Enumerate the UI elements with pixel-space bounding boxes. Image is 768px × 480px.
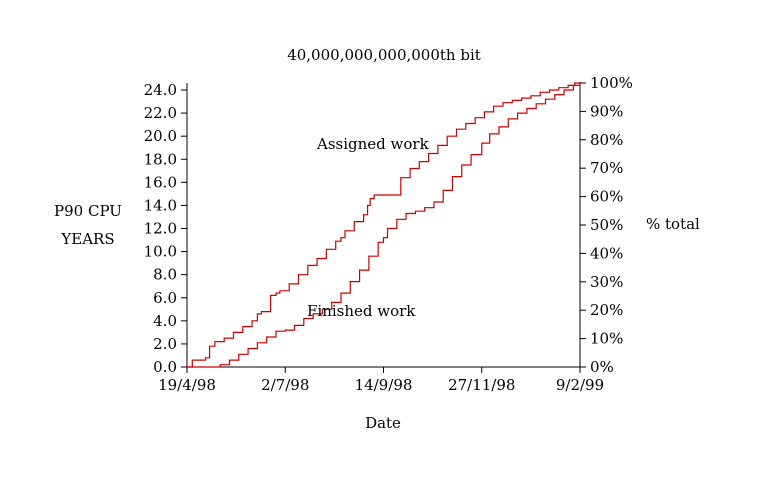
y2-axis-ticks: 0% 10% 20% 30% 40% 50% 60% 70% 80% 90% 100% <box>580 74 633 376</box>
y-tick-label: 12.0 <box>144 220 177 238</box>
x-tick-label: 19/4/98 <box>158 376 216 394</box>
y2-tick-label: 10% <box>590 330 623 348</box>
y2-tick-label: 80% <box>590 131 623 149</box>
y2-tick-label: 30% <box>590 273 623 291</box>
x-tick-label: 14/9/98 <box>355 376 413 394</box>
y2-tick-label: 100% <box>590 74 633 92</box>
y2-tick-label: 90% <box>590 102 623 120</box>
y-tick-label: 4.0 <box>153 312 177 330</box>
y2-tick-label: 70% <box>590 159 623 177</box>
y-tick-label: 6.0 <box>153 289 177 307</box>
y-tick-label: 16.0 <box>144 173 177 191</box>
data-series <box>187 81 581 368</box>
y-tick-label: 20.0 <box>144 127 177 145</box>
series-line-assigned-work <box>187 81 581 368</box>
y-tick-label: 18.0 <box>144 150 177 168</box>
chart-title: 40,000,000,000,000th bit <box>287 46 481 64</box>
x-tick-label: 27/11/98 <box>448 376 515 394</box>
y2-tick-label: 40% <box>590 244 623 262</box>
y2-tick-label: 20% <box>590 301 623 319</box>
x-axis-label: Date <box>365 414 401 432</box>
annotation-finished-work: Finished work <box>307 302 416 320</box>
y-tick-label: 22.0 <box>144 104 177 122</box>
y2-tick-label: 50% <box>590 216 623 234</box>
series-line-finished-work <box>187 81 581 368</box>
y-axis-label-line2: YEARS <box>60 230 114 248</box>
annotation-assigned-work: Assigned work <box>316 135 430 153</box>
y2-axis-label: % total <box>646 215 700 233</box>
y2-tick-label: 60% <box>590 188 623 206</box>
y-tick-label: 10.0 <box>144 243 177 261</box>
x-tick-label: 2/7/98 <box>261 376 309 394</box>
y-axis-ticks: 0.0 2.0 4.0 6.0 8.0 10.0 12.0 14.0 16.0 18.0 20.0 2… <box>144 81 187 376</box>
y-tick-label: 0.0 <box>153 358 177 376</box>
y-tick-label: 14.0 <box>144 196 177 214</box>
x-axis-ticks: 19/4/98 2/7/98 14/9/98 27/11/98 9/2/99 <box>158 367 604 394</box>
y-tick-label: 24.0 <box>144 81 177 99</box>
y-axis-label-line1: P90 CPU <box>54 202 122 220</box>
y-tick-label: 2.0 <box>153 335 177 353</box>
y2-tick-label: 0% <box>590 358 614 376</box>
y-tick-label: 8.0 <box>153 266 177 284</box>
x-tick-label: 9/2/99 <box>556 376 604 394</box>
